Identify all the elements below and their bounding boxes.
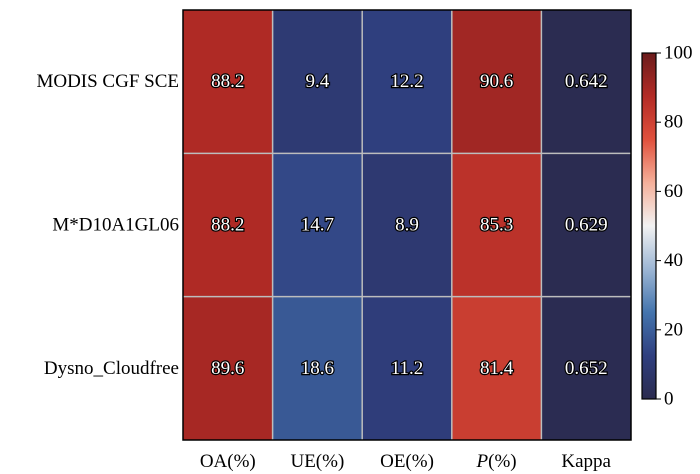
cell-value-label: 9.4 — [306, 71, 330, 92]
row-label: Dysno_Cloudfree — [44, 358, 179, 379]
heatmap-cell — [183, 296, 273, 440]
column-label-text: OA(%) — [200, 451, 256, 472]
heatmap-cell — [451, 296, 542, 440]
heatmap-grid — [183, 10, 631, 440]
column-label: OA(%) — [200, 451, 256, 472]
heatmap-cells — [183, 10, 631, 440]
cell-value-label: 88.2 — [211, 71, 244, 92]
column-label-text: OE(%) — [380, 451, 434, 472]
colorbar-tick-label: 20 — [664, 319, 683, 340]
cell-value-label: 90.6 — [480, 71, 513, 92]
cell-value-label: 0.629 — [565, 215, 608, 236]
cell-value-labels: 88.2 9.4 12.2 90.6 0.642 88.2 14.7 8.9 85.3 0.629… — [210, 70, 609, 380]
heatmap-cell — [451, 10, 542, 154]
heatmap-cell — [541, 153, 631, 297]
colorbar-tick-label: 0 — [664, 389, 674, 410]
cell-value-label: 8.9 — [395, 215, 419, 236]
column-labels: OA(%) UE(%) OE(%) P(%) Kappa — [200, 451, 612, 472]
cell-value-label: 81.4 — [480, 358, 514, 379]
colorbar-tick-label: 80 — [664, 112, 683, 133]
cell-value-label: 18.6 — [301, 358, 334, 379]
heatmap-cell — [272, 296, 363, 440]
cell-value-label: 14.7 — [301, 215, 334, 236]
heatmap-cell — [451, 153, 542, 297]
row-label: M*D10A1GL06 — [52, 215, 179, 236]
cell-value-label: 89.6 — [211, 358, 244, 379]
cell-value-label: 88.2 — [211, 215, 244, 236]
heatmap-cell — [362, 296, 452, 440]
heatmap-cell — [272, 153, 363, 297]
row-label: MODIS CGF SCE — [36, 71, 179, 92]
colorbar-tick-label: 100 — [664, 43, 693, 64]
cell-value-label: 0.652 — [565, 358, 608, 379]
heatmap-cell — [541, 296, 631, 440]
column-label: UE(%) — [290, 451, 344, 472]
cell-value-label: 0.642 — [565, 71, 608, 92]
heatmap-cell — [183, 10, 273, 154]
heatmap-cell — [183, 153, 273, 297]
column-label-text: UE(%) — [290, 451, 344, 472]
column-label-text: Kappa — [561, 451, 611, 472]
cell-value-label: 85.3 — [480, 215, 513, 236]
colorbar-tick-label: 60 — [664, 181, 683, 202]
heatmap-cell — [362, 153, 452, 297]
colorbar-gradient — [641, 52, 657, 400]
cell-value-label: 12.2 — [390, 71, 423, 92]
colorbar-tick-label: 40 — [664, 250, 683, 271]
cell-value-label: 11.2 — [391, 358, 424, 379]
column-label-text: (%) — [488, 451, 516, 472]
heatmap-cell — [362, 10, 452, 154]
column-label: Kappa — [561, 451, 611, 472]
heatmap-cell — [272, 10, 363, 154]
plot-frame — [182, 9, 632, 441]
column-label: OE(%) — [380, 451, 434, 472]
heatmap-cell — [541, 10, 631, 154]
row-labels: MODIS CGF SCE M*D10A1GL06 Dysno_Cloudfree — [36, 71, 179, 379]
colorbar: 0 20 40 60 80 100 — [641, 43, 693, 410]
column-label: P(%) — [476, 451, 517, 472]
column-label-italic: P — [476, 451, 489, 472]
